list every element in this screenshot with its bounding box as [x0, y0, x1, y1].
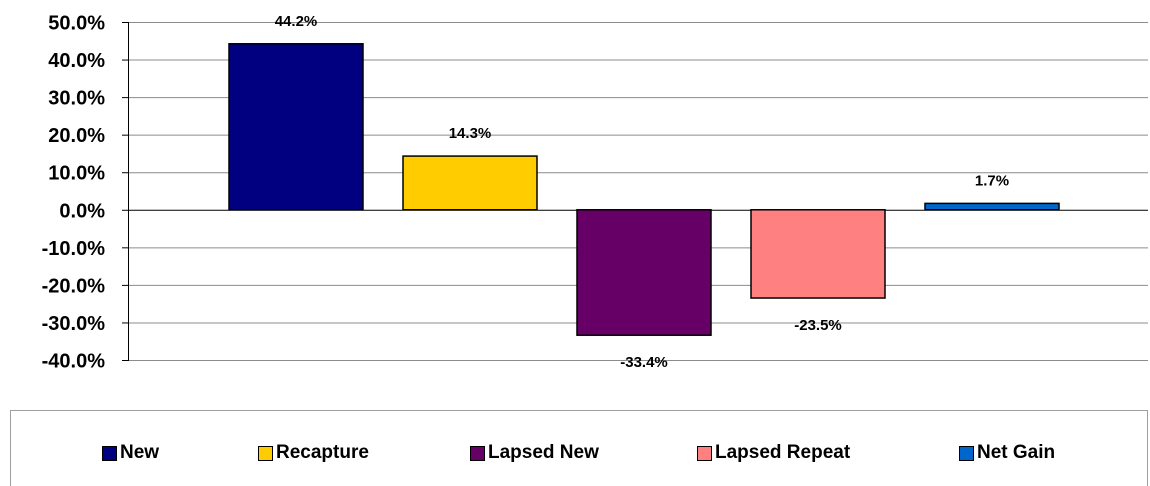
data-label-lapsed-new: -33.4%	[620, 354, 668, 371]
legend-swatch-lapsed-new	[470, 445, 485, 461]
data-label-new: 44.2%	[275, 13, 318, 30]
y-tick-label: 0.0%	[59, 200, 105, 222]
bar-lapsed-new	[576, 209, 712, 336]
y-tick-label: -30.0%	[42, 313, 106, 335]
legend-label-recapture: Recapture	[276, 442, 369, 463]
data-label-net-gain: 1.7%	[975, 172, 1009, 189]
y-tick-label: 30.0%	[48, 88, 105, 110]
bar-new	[228, 43, 364, 211]
bar-recapture	[402, 155, 538, 211]
y-tick-label: 50.0%	[48, 13, 105, 35]
bar-chart: 50.0% 40.0% 30.0% 20.0% 10.0% 0.0% -10.0% -20.0…	[42, 13, 1148, 373]
y-tick-label: -40.0%	[42, 351, 106, 373]
legend-label-new: New	[120, 442, 160, 463]
bars	[228, 43, 1060, 336]
legend-item-new: New	[102, 442, 159, 464]
legend-item-lapsed-new: Lapsed New	[470, 442, 599, 464]
y-tick-label: 10.0%	[48, 163, 105, 185]
y-tick-label: 20.0%	[48, 125, 105, 147]
legend-swatch-lapsed-repeat	[697, 445, 712, 461]
legend-item-lapsed-repeat: Lapsed Repeat	[697, 442, 850, 464]
legend-swatch-recapture	[258, 445, 273, 461]
y-tick-label: 40.0%	[48, 50, 105, 72]
legend-label-lapsed-repeat: Lapsed Repeat	[715, 442, 851, 463]
legend: New Recapture Lapsed New Lapsed Repeat N…	[10, 410, 1148, 486]
data-label-lapsed-repeat: -23.5%	[794, 317, 842, 334]
bar-net-gain	[924, 202, 1060, 211]
legend-label-net-gain: Net Gain	[977, 442, 1056, 463]
y-tick-label: -20.0%	[42, 275, 106, 297]
data-labels: 44.2% 14.3% -33.4% -23.5% 1.7%	[275, 13, 1009, 371]
legend-swatch-new	[102, 445, 117, 461]
y-tick-label: -10.0%	[42, 238, 106, 260]
data-label-recapture: 14.3%	[449, 125, 492, 142]
y-axis-tick-labels: 50.0% 40.0% 30.0% 20.0% 10.0% 0.0% -10.0% -20.0…	[42, 13, 106, 373]
bar-lapsed-repeat	[750, 209, 886, 299]
legend-swatch-net-gain	[959, 445, 974, 461]
legend-item-recapture: Recapture	[258, 442, 369, 464]
legend-item-net-gain: Net Gain	[959, 442, 1055, 464]
legend-label-lapsed-new: Lapsed New	[488, 442, 599, 463]
